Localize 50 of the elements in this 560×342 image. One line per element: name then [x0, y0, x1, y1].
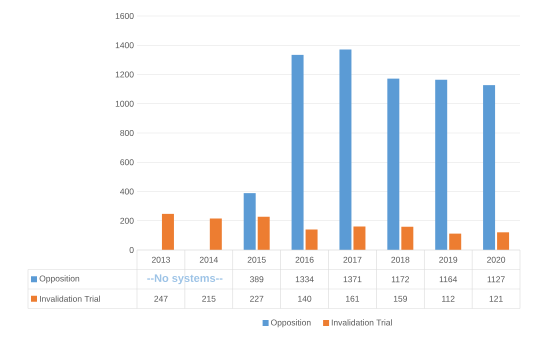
bar [244, 193, 256, 250]
data-label: 215 [202, 296, 216, 302]
data-label: 140 [298, 296, 312, 302]
data-label: 389 [250, 276, 264, 282]
y-tick-label: 600 [120, 159, 134, 166]
bar [387, 78, 400, 250]
legend-label: Opposition [271, 319, 311, 328]
y-tick-label: 1000 [116, 100, 134, 107]
text: Opposition [40, 275, 80, 284]
x-tick-label: 2018 [391, 256, 410, 263]
data-label: 1371 [344, 276, 362, 282]
text: Invalidation Trial [40, 296, 100, 302]
x-tick-label: 2015 [248, 256, 266, 263]
bar [292, 54, 304, 250]
bar [497, 232, 510, 250]
x-tick-label: 2016 [296, 256, 314, 263]
data-label: 227 [250, 296, 264, 302]
y-tick-label: 0 [130, 247, 134, 253]
x-tick-label: 2013 [152, 256, 170, 263]
y-tick-label: 800 [120, 130, 134, 136]
y-tick-label: 1200 [116, 72, 134, 78]
bar [339, 49, 352, 250]
data-label: 1164 [440, 276, 458, 282]
y-tick-label: 400 [120, 188, 134, 194]
bar [483, 85, 496, 250]
data-label: 112 [442, 296, 455, 302]
legend-label: Invalidation Trial [332, 319, 392, 326]
x-tick-label: 2019 [439, 256, 458, 263]
data-label: 1127 [488, 276, 505, 282]
bar [353, 226, 366, 250]
data-label: 121 [490, 296, 503, 302]
x-tick-label: 2017 [343, 256, 362, 263]
bar [435, 80, 448, 250]
data-label: 1334 [296, 276, 314, 282]
y-tick-label: 1600 [116, 13, 134, 19]
bar [401, 226, 414, 250]
data-label: 161 [346, 296, 360, 302]
bar [306, 230, 318, 250]
data-label: 1172 [392, 276, 409, 282]
data-label: 247 [154, 296, 168, 302]
bar [449, 234, 462, 250]
bar [210, 218, 222, 250]
y-tick-label: 200 [120, 218, 134, 224]
text: --No systems-- [147, 274, 222, 284]
bar [162, 214, 174, 250]
x-tick-label: 2020 [487, 256, 506, 263]
bar [258, 216, 270, 250]
data-label: 159 [394, 296, 407, 302]
y-tick-label: 1400 [116, 42, 134, 48]
x-tick-label: 2014 [200, 256, 218, 263]
